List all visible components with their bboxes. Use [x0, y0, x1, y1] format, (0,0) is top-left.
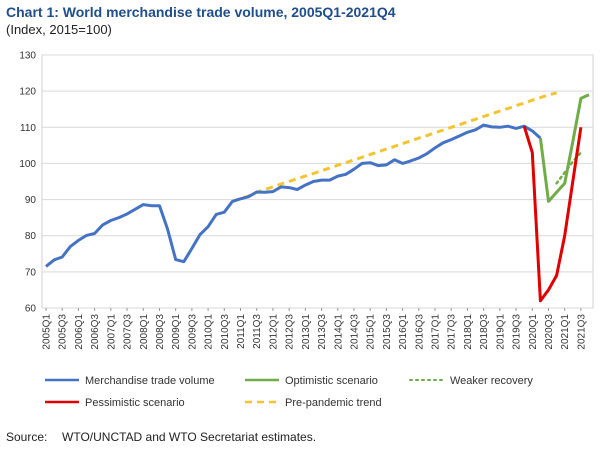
y-axis: 60 70 80 90 100 110 120 130: [19, 51, 36, 315]
x-tick-label: 2017Q3: [447, 314, 458, 350]
x-tick-label: 2009Q3: [187, 314, 198, 350]
x-tick-label: 2005Q1: [42, 314, 53, 350]
x-tick-label: 2011Q3: [252, 314, 263, 349]
x-tick-label: 2010Q3: [220, 314, 231, 350]
legend-label: Weaker recovery: [450, 375, 533, 387]
x-tick-label: 2007Q3: [123, 314, 134, 350]
x-tick-label: 2006Q3: [90, 314, 101, 350]
y-tick-label: 60: [25, 304, 37, 315]
y-tick-label: 80: [25, 231, 37, 242]
x-tick-label: 2006Q1: [74, 314, 85, 350]
x-tick-label: 2010Q1: [204, 314, 215, 350]
x-tick-label: 2008Q3: [155, 314, 166, 350]
x-tick-label: 2013Q3: [317, 314, 328, 350]
source-note: Source: WTO/UNCTAD and WTO Secretariat es…: [6, 430, 316, 444]
legend: Merchandise trade volume Optimistic scena…: [45, 375, 533, 409]
legend-label: Merchandise trade volume: [85, 375, 215, 387]
series-line-pessimistic-scenario: [522, 125, 583, 303]
y-tick-label: 130: [19, 51, 36, 62]
gridlines: [41, 54, 594, 309]
x-tick-label: 2018Q3: [479, 314, 490, 350]
x-tick-label: 2021Q3: [576, 314, 587, 350]
x-tick-label: 2007Q1: [106, 314, 117, 350]
source-text: WTO/UNCTAD and WTO Secretariat estimates…: [62, 430, 317, 444]
legend-label: Pessimistic scenario: [85, 397, 185, 409]
x-tick-label: 2021Q1: [560, 314, 571, 350]
series-line-merchandise-trade-volume: [45, 123, 542, 268]
x-tick-label: 2011Q1: [236, 314, 247, 349]
x-tick-label: 2012Q1: [268, 314, 279, 350]
x-tick-label: 2020Q1: [528, 314, 539, 350]
chart-subtitle: (Index, 2015=100): [6, 22, 112, 37]
x-tick-label: 2014Q3: [349, 314, 360, 350]
x-tick-label: 2009Q1: [171, 314, 182, 350]
x-tick-label: 2014Q1: [333, 314, 344, 350]
x-tick-label: 2016Q3: [414, 314, 425, 350]
y-tick-label: 110: [20, 123, 36, 134]
y-tick-label: 120: [19, 87, 36, 98]
x-tick-label: 2019Q3: [512, 314, 523, 350]
y-tick-label: 90: [25, 195, 37, 206]
x-tick-label: 2016Q1: [398, 314, 409, 350]
series-line-optimistic-scenario: [538, 93, 590, 203]
x-tick-label: 2018Q1: [463, 314, 474, 350]
series-line-pre-pandemic-trend: [231, 91, 557, 203]
legend-label: Pre-pandemic trend: [285, 397, 382, 409]
y-tick-label: 70: [25, 267, 37, 278]
chart-title: Chart 1: World merchandise trade volume,…: [6, 4, 396, 20]
x-tick-label: 2015Q3: [382, 314, 393, 350]
source-label: Source:: [6, 430, 48, 444]
x-tick-label: 2008Q1: [139, 314, 150, 350]
x-tick-label: 2017Q1: [431, 314, 442, 350]
x-tick-label: 2019Q1: [495, 314, 506, 350]
x-tick-label: 2005Q3: [58, 314, 69, 350]
y-tick-label: 100: [19, 159, 36, 170]
x-tick-label: 2012Q3: [285, 314, 296, 350]
x-tick-label: 2013Q1: [301, 314, 312, 350]
x-axis: 2005Q1 2005Q3 2006Q1 2006Q3 2007Q1 2007Q3 2008…: [42, 308, 587, 350]
x-tick-label: 2015Q1: [366, 314, 377, 350]
legend-label: Optimistic scenario: [285, 375, 378, 387]
x-tick-label: 2020Q3: [544, 314, 555, 350]
series-group: [45, 91, 590, 303]
